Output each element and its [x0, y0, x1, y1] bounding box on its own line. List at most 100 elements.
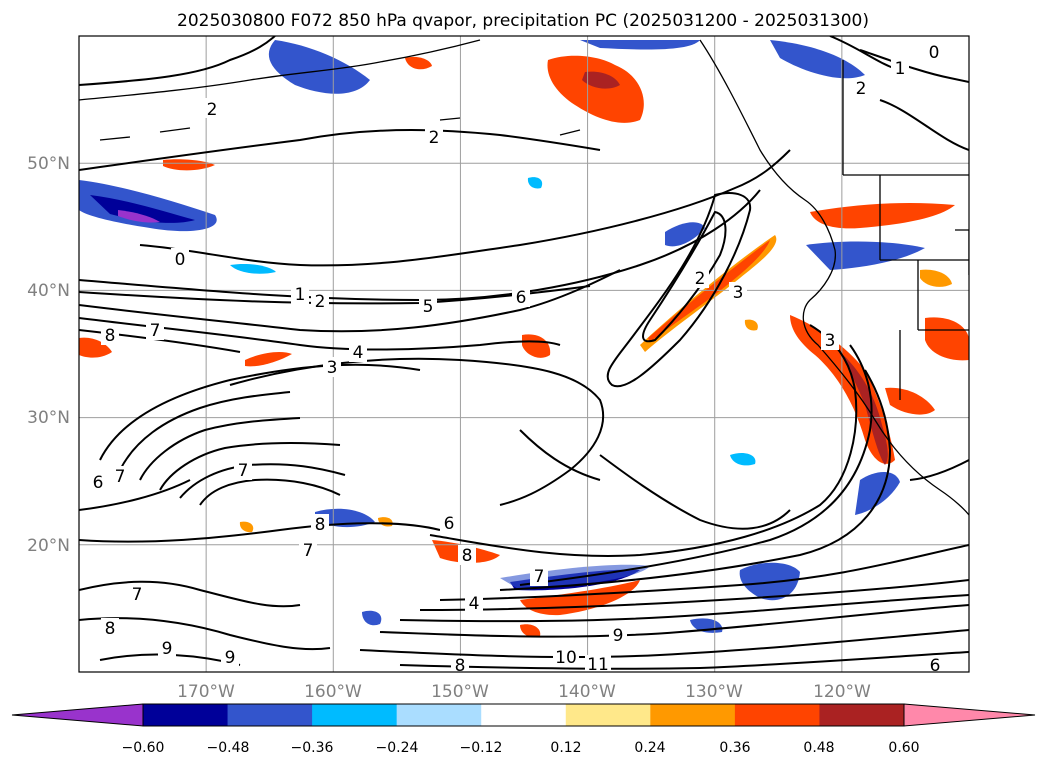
- precip-negative-area: [806, 241, 925, 270]
- lon-label: 160°W: [304, 682, 362, 702]
- colorbar-tick-label: 0.60: [888, 740, 919, 756]
- contour-label: 8: [455, 656, 466, 676]
- contour-line: [199, 478, 341, 506]
- contour-line: [359, 629, 969, 659]
- contour-label: 8: [105, 619, 116, 639]
- contour-line: [119, 391, 291, 471]
- contour-label: 3: [733, 283, 744, 303]
- lon-label: 140°W: [558, 682, 616, 702]
- colorbar-tick-label: −0.12: [460, 740, 503, 756]
- map-panel: 2 2 0 1 2 5 6 2 3 8 7 4 3 3: [79, 36, 969, 676]
- precip-negative-area: [362, 610, 382, 626]
- colorbar-segment: [143, 704, 229, 726]
- colorbar-segment: [734, 704, 820, 726]
- contour-line: [399, 594, 969, 623]
- contour-line: [859, 49, 969, 83]
- lat-label: 50°N: [27, 154, 70, 174]
- contour-label: 10: [555, 648, 577, 668]
- precip-positive-area: [810, 202, 955, 229]
- precip-positive-band: [520, 580, 640, 616]
- colorbar-extend-min: [11, 703, 144, 727]
- coastline-islands: [99, 117, 581, 141]
- contour-label: 2: [315, 292, 326, 312]
- precip-negative-light: [730, 453, 756, 466]
- contour-label: 9: [225, 648, 236, 668]
- contour-line: [606, 192, 752, 388]
- contour-label: 6: [93, 473, 104, 493]
- contour-label: 1: [295, 285, 306, 305]
- contour-line: [879, 99, 969, 151]
- qvapor-contours: [79, 36, 969, 670]
- contour-label: 9: [162, 639, 173, 659]
- colorbar-tick-labels: −0.60 −0.48 −0.36 −0.24 −0.12 0.12 0.24 …: [122, 740, 920, 756]
- longitude-labels: 170°W 160°W 150°W 140°W 130°W 120°W: [177, 682, 871, 702]
- contour-label: 7: [115, 467, 126, 487]
- contour-label: 6: [516, 288, 527, 308]
- contour-label: 2: [856, 79, 867, 99]
- map-title: 2025030800 F072 850 hPa qvapor, precipit…: [177, 11, 869, 31]
- contour-label: 11: [587, 655, 609, 675]
- contour-label: 1: [895, 59, 906, 79]
- contour-line: [642, 210, 727, 343]
- precip-negative-light: [230, 263, 276, 274]
- precip-negative-area: [268, 40, 370, 94]
- precip-negative-area: [665, 222, 705, 247]
- colorbar-segment: [227, 704, 313, 726]
- contour-labels: 2 2 0 1 2 5 6 2 3 8 7 4 3 3: [89, 42, 944, 676]
- precip-positive-area: [245, 352, 292, 367]
- precip-negative-purple: [118, 210, 160, 223]
- precip-positive-area: [163, 159, 215, 171]
- contour-label: 7: [303, 541, 314, 561]
- contour-line: [499, 369, 892, 591]
- contour-line: [79, 522, 441, 543]
- precip-positive-band: [840, 352, 888, 465]
- contour-line: [419, 579, 969, 611]
- latitude-labels: 50°N 40°N 30°N 20°N: [27, 154, 70, 556]
- contour-line: [99, 363, 421, 461]
- contour-line: [909, 459, 969, 481]
- precip-positive-area: [885, 387, 935, 415]
- contour-label: 0: [929, 43, 940, 63]
- colorbar-tick-label: −0.60: [122, 740, 165, 756]
- contour-label: 0: [175, 250, 186, 270]
- precip-positive-area: [920, 269, 952, 287]
- contour-line: [229, 357, 605, 506]
- colorbar-tick-label: 0.24: [634, 740, 665, 756]
- contour-line: [79, 129, 601, 171]
- precip-positive-area: [79, 337, 112, 358]
- contour-label: 6: [930, 656, 941, 676]
- precip-negative-area: [770, 40, 865, 79]
- precip-positive-area: [405, 56, 432, 70]
- state-borders: [842, 60, 969, 400]
- contour-line: [139, 149, 791, 267]
- contour-line: [399, 651, 969, 670]
- contour-line: [79, 617, 331, 651]
- contour-label: 4: [469, 594, 480, 614]
- precip-positive-light: [744, 319, 758, 331]
- contour-line: [429, 324, 858, 557]
- colorbar-segment: [481, 704, 567, 726]
- colorbar-tick-label: −0.24: [376, 740, 419, 756]
- lat-label: 20°N: [27, 536, 70, 556]
- contour-line: [79, 479, 191, 511]
- colorbar-segment: [650, 704, 736, 726]
- contour-label: 7: [534, 567, 545, 587]
- colorbar-tick-label: −0.36: [291, 740, 334, 756]
- precip-negative-area: [739, 562, 800, 601]
- precip-negative-area: [855, 472, 900, 515]
- contour-line: [599, 454, 791, 530]
- contour-label: 6: [444, 514, 455, 534]
- contour-label: 2: [695, 269, 706, 289]
- colorbar: [11, 703, 1036, 727]
- contour-label: 3: [825, 331, 836, 351]
- contour-line: [139, 417, 301, 481]
- colorbar-tick-label: 0.36: [719, 740, 750, 756]
- colorbar-tick-label: −0.48: [207, 740, 250, 756]
- contour-line: [519, 344, 873, 586]
- coastlines: [79, 39, 969, 516]
- precip-negative-light: [527, 177, 543, 189]
- contour-line: [379, 604, 969, 638]
- contour-label: 8: [462, 546, 473, 566]
- contour-label: 7: [238, 461, 249, 481]
